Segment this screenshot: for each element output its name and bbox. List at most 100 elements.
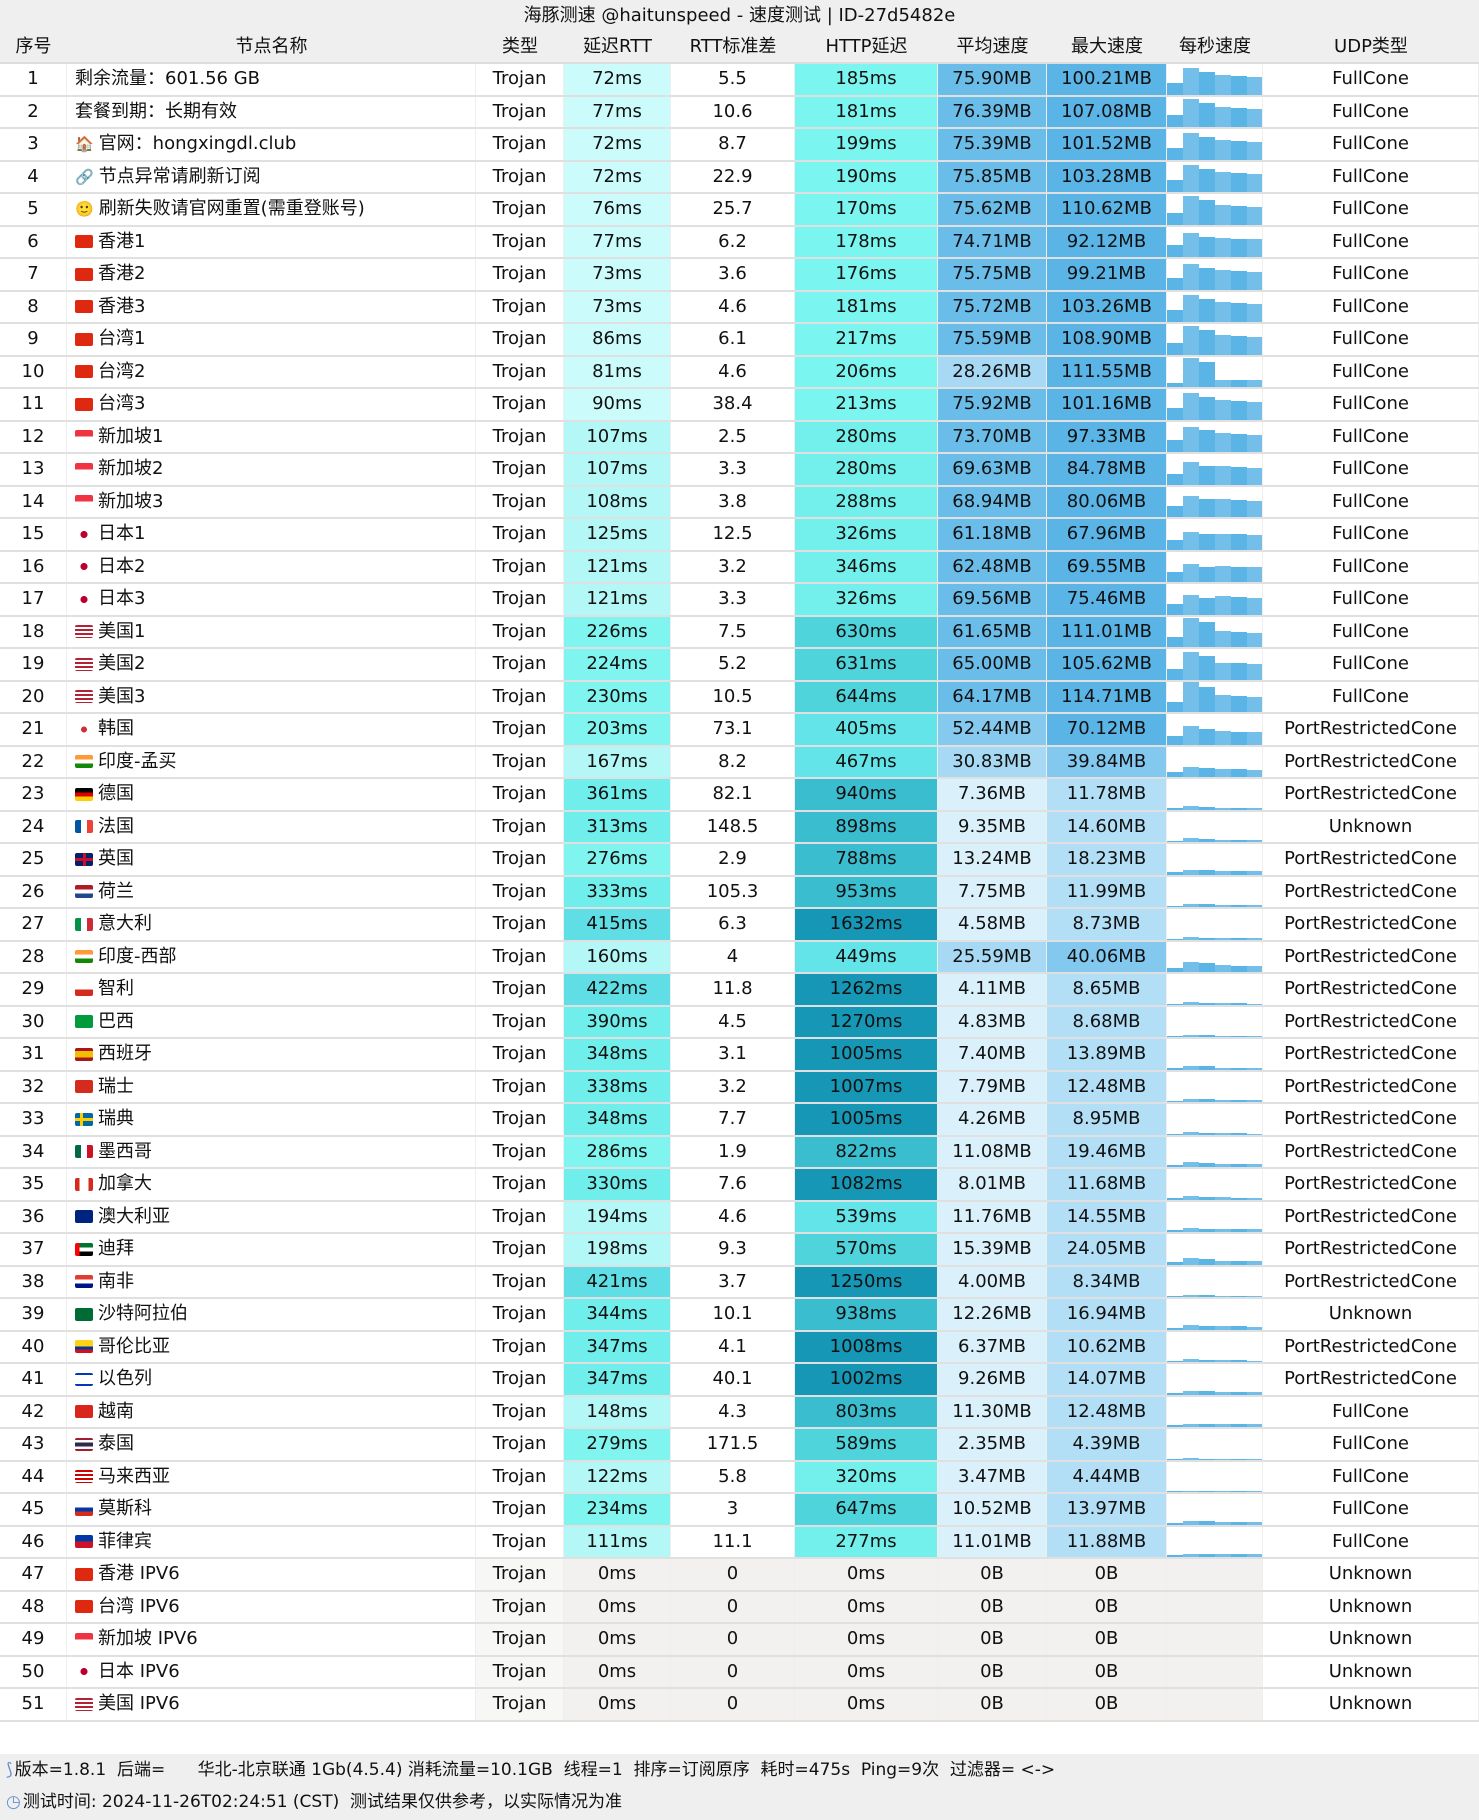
table-row[interactable]: 35 加拿大 Trojan 330ms 7.6 1082ms 8.01MB 11.68MB Po… <box>0 1169 1479 1202</box>
node-name: 泰国 <box>67 1429 476 1460</box>
http-latency: 1632ms <box>795 909 938 940</box>
sparkline-bar <box>1247 664 1262 680</box>
rtt: 348ms <box>564 1104 671 1135</box>
udp-type: FullCone <box>1263 129 1479 160</box>
flag-sg-icon <box>75 430 93 444</box>
rtt: 338ms <box>564 1071 671 1102</box>
table-row[interactable]: 28 印度-西部 Trojan 160ms 4 449ms 25.59MB 40.06MB Po… <box>0 941 1479 974</box>
table-row[interactable]: 33 瑞典 Trojan 348ms 7.7 1005ms 4.26MB 8.95MB Port… <box>0 1104 1479 1137</box>
node-name: 意大利 <box>67 909 476 940</box>
table-row[interactable]: 1 剩余流量：601.56 GB Trojan 72ms 5.5 185ms 75.90MB… <box>0 64 1479 97</box>
table-row[interactable]: 29 智利 Trojan 422ms 11.8 1262ms 4.11MB 8.65MB Por… <box>0 974 1479 1007</box>
sparkline-bar <box>1247 1164 1262 1167</box>
table-row[interactable]: 4 🔗 节点异常请刷新订阅 Trojan 72ms 22.9 190ms 75.85MB 103… <box>0 161 1479 194</box>
sparkline-bar <box>1247 535 1262 550</box>
row-index: 24 <box>0 811 67 842</box>
table-row[interactable]: 9 台湾1 Trojan 86ms 6.1 217ms 75.59MB 108.90MB Ful… <box>0 324 1479 357</box>
header-udp-type[interactable]: UDP类型 <box>1334 36 1408 57</box>
max-speed: 12.48MB <box>1047 1071 1167 1102</box>
header-type[interactable]: 类型 <box>502 36 538 57</box>
table-row[interactable]: 37 迪拜 Trojan 198ms 9.3 570ms 15.39MB 24.05MB Por… <box>0 1234 1479 1267</box>
table-row[interactable]: 13 新加坡2 Trojan 107ms 3.3 280ms 69.63MB 84.78MB F… <box>0 454 1479 487</box>
table-row[interactable]: 42 越南 Trojan 148ms 4.3 803ms 11.30MB 12.48MB Ful… <box>0 1396 1479 1429</box>
node-name-text: 墨西哥 <box>98 1140 152 1162</box>
table-row[interactable]: 12 新加坡1 Trojan 107ms 2.5 280ms 73.70MB 97.33MB F… <box>0 421 1479 454</box>
table-row[interactable]: 17 日本3 Trojan 121ms 3.3 326ms 69.56MB 75.46MB Fu… <box>0 584 1479 617</box>
sparkline-bar <box>1167 1491 1183 1492</box>
table-row[interactable]: 19 美国2 Trojan 224ms 5.2 631ms 65.00MB 105.62MB F… <box>0 649 1479 682</box>
table-row[interactable]: 16 日本2 Trojan 121ms 3.2 346ms 62.48MB 69.55MB Fu… <box>0 551 1479 584</box>
table-row[interactable]: 24 法国 Trojan 313ms 148.5 898ms 9.35MB 14.60MB Un… <box>0 811 1479 844</box>
table-row[interactable]: 32 瑞士 Trojan 338ms 3.2 1007ms 7.79MB 12.48MB Por… <box>0 1071 1479 1104</box>
table-row[interactable]: 27 意大利 Trojan 415ms 6.3 1632ms 4.58MB 8.73MB Por… <box>0 909 1479 942</box>
sparkline-bar <box>1231 1003 1247 1005</box>
sparkline-bar <box>1167 968 1183 972</box>
table-row[interactable]: 48 台湾 IPV6 Trojan 0ms 0 0ms 0B 0B Unknown <box>0 1591 1479 1624</box>
header-rtt-std[interactable]: RTT标准差 <box>689 36 777 57</box>
table-row[interactable]: 39 沙特阿拉伯 Trojan 344ms 10.1 938ms 12.26MB 16.94M… <box>0 1299 1479 1332</box>
table-row[interactable]: 49 新加坡 IPV6 Trojan 0ms 0 0ms 0B 0B Unknown <box>0 1624 1479 1657</box>
table-row[interactable]: 34 墨西哥 Trojan 286ms 1.9 822ms 11.08MB 19.46MB Po… <box>0 1136 1479 1169</box>
table-row[interactable]: 2 套餐到期：长期有效 Trojan 77ms 10.6 181ms 76.39MB 107.… <box>0 96 1479 129</box>
table-row[interactable]: 44 马来西亚 Trojan 122ms 5.8 320ms 3.47MB 4.44MB Ful… <box>0 1461 1479 1494</box>
header-max-speed[interactable]: 最大速度 <box>1071 36 1143 57</box>
node-name-text: 刷新失败请官网重置(需重登账号) <box>98 198 365 220</box>
table-row[interactable]: 7 香港2 Trojan 73ms 3.6 176ms 75.75MB 99.21MB Full… <box>0 259 1479 292</box>
table-row[interactable]: 20 美国3 Trojan 230ms 10.5 644ms 64.17MB 114.71MB… <box>0 681 1479 714</box>
header-name[interactable]: 节点名称 <box>235 36 308 57</box>
header-http-latency[interactable]: HTTP延迟 <box>825 36 908 57</box>
sparkline-bar <box>1231 499 1247 517</box>
max-speed: 8.95MB <box>1047 1104 1167 1135</box>
table-row[interactable]: 36 澳大利亚 Trojan 194ms 4.6 539ms 11.76MB 14.55MB P… <box>0 1201 1479 1234</box>
table-row[interactable]: 25 英国 Trojan 276ms 2.9 788ms 13.24MB 18.23MB Por… <box>0 844 1479 877</box>
table-row[interactable]: 51 美国 IPV6 Trojan 0ms 0 0ms 0B 0B Unknown <box>0 1689 1479 1722</box>
table-row[interactable]: 41 以色列 Trojan 347ms 40.1 1002ms 9.26MB 14.07MB P… <box>0 1364 1479 1397</box>
header-rtt[interactable]: 延迟RTT <box>583 36 652 57</box>
sparkline-bar <box>1167 382 1183 387</box>
table-row[interactable]: 47 香港 IPV6 Trojan 0ms 0 0ms 0B 0B Unknown <box>0 1559 1479 1592</box>
table-row[interactable]: 30 巴西 Trojan 390ms 4.5 1270ms 4.83MB 8.68MB Port… <box>0 1006 1479 1039</box>
row-index: 20 <box>0 681 67 712</box>
rtt: 333ms <box>564 876 671 907</box>
table-row[interactable]: 38 南非 Trojan 421ms 3.7 1250ms 4.00MB 8.34MB Port… <box>0 1266 1479 1299</box>
sparkline-bar <box>1183 99 1199 127</box>
udp-type: FullCone <box>1263 421 1479 452</box>
table-row[interactable]: 45 莫斯科 Trojan 234ms 3 647ms 10.52MB 13.97MB Full… <box>0 1494 1479 1527</box>
table-row[interactable]: 50 日本 IPV6 Trojan 0ms 0 0ms 0B 0B Unknown <box>0 1656 1479 1689</box>
node-name: 瑞典 <box>67 1104 476 1135</box>
rtt-std: 11.1 <box>671 1526 795 1557</box>
table-row[interactable]: 3 🏠 官网：hongxingdl.club Trojan 72ms 8.7 199ms 75… <box>0 129 1479 162</box>
node-name-text: 官网：hongxingdl.club <box>98 133 297 155</box>
table-row[interactable]: 18 美国1 Trojan 226ms 7.5 630ms 61.65MB 111.01MB F… <box>0 616 1479 649</box>
table-row[interactable]: 15 日本1 Trojan 125ms 12.5 326ms 61.18MB 67.96MB F… <box>0 519 1479 552</box>
sparkline-bar <box>1167 1230 1183 1232</box>
table-row[interactable]: 8 香港3 Trojan 73ms 4.6 181ms 75.72MB 103.26MB Ful… <box>0 291 1479 324</box>
sparkline-bar <box>1183 682 1199 712</box>
table-row[interactable]: 10 台湾2 Trojan 81ms 4.6 206ms 28.26MB 111.55MB Fu… <box>0 356 1479 389</box>
header-per-second-speed[interactable]: 每秒速度 <box>1179 36 1251 57</box>
node-type: Trojan <box>476 1331 564 1362</box>
table-row[interactable]: 26 荷兰 Trojan 333ms 105.3 953ms 7.75MB 11.99MB Po… <box>0 876 1479 909</box>
table-row[interactable]: 40 哥伦比亚 Trojan 347ms 4.1 1008ms 6.37MB 10.62MB P… <box>0 1331 1479 1364</box>
avg-speed: 7.36MB <box>938 779 1047 810</box>
http-latency: 326ms <box>795 584 938 615</box>
table-row[interactable]: 11 台湾3 Trojan 90ms 38.4 213ms 75.92MB 101.16MB F… <box>0 389 1479 422</box>
rtt: 234ms <box>564 1494 671 1525</box>
table-row[interactable]: 21 韩国 Trojan 203ms 73.1 405ms 52.44MB 70.12MB Po… <box>0 714 1479 747</box>
table-row[interactable]: 23 德国 Trojan 361ms 82.1 940ms 7.36MB 11.78MB Por… <box>0 779 1479 812</box>
table-row[interactable]: 31 西班牙 Trojan 348ms 3.1 1005ms 7.40MB 13.89MB Po… <box>0 1039 1479 1072</box>
table-row[interactable]: 14 新加坡3 Trojan 108ms 3.8 288ms 68.94MB 80.06MB F… <box>0 486 1479 519</box>
http-latency: 631ms <box>795 649 938 680</box>
node-name-text: 澳大利亚 <box>98 1205 170 1227</box>
rtt-std: 6.1 <box>671 324 795 355</box>
node-name: 新加坡3 <box>67 486 476 517</box>
header-index[interactable]: 序号 <box>15 36 52 57</box>
table-row[interactable]: 22 印度-孟买 Trojan 167ms 8.2 467ms 30.83MB 39.84MB… <box>0 746 1479 779</box>
table-row[interactable]: 5 🙂 刷新失败请官网重置(需重登账号) Trojan 76ms 25.7 170ms 75.… <box>0 194 1479 227</box>
table-row[interactable]: 46 菲律宾 Trojan 111ms 11.1 277ms 11.01MB 11.88MB F… <box>0 1526 1479 1559</box>
table-row[interactable]: 6 香港1 Trojan 77ms 6.2 178ms 74.71MB 92.12MB Full… <box>0 226 1479 259</box>
table-row[interactable]: 43 泰国 Trojan 279ms 171.5 589ms 2.35MB 4.39MB Ful… <box>0 1429 1479 1462</box>
speed-sparkline <box>1167 1494 1263 1525</box>
sparkline-bar <box>1199 499 1215 517</box>
header-avg-speed[interactable]: 平均速度 <box>956 36 1029 57</box>
